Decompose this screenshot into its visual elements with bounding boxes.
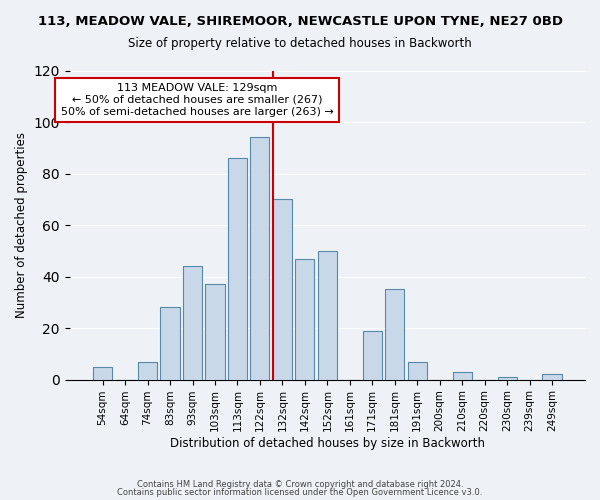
Text: Contains HM Land Registry data © Crown copyright and database right 2024.: Contains HM Land Registry data © Crown c… — [137, 480, 463, 489]
Text: 113 MEADOW VALE: 129sqm
← 50% of detached houses are smaller (267)
50% of semi-d: 113 MEADOW VALE: 129sqm ← 50% of detache… — [61, 84, 334, 116]
Bar — [273, 200, 292, 380]
Bar — [407, 362, 427, 380]
Bar — [138, 362, 157, 380]
Bar — [295, 258, 314, 380]
Bar — [497, 377, 517, 380]
Y-axis label: Number of detached properties: Number of detached properties — [15, 132, 28, 318]
Bar — [160, 308, 179, 380]
Text: Size of property relative to detached houses in Backworth: Size of property relative to detached ho… — [128, 38, 472, 51]
Bar — [183, 266, 202, 380]
Bar — [542, 374, 562, 380]
Bar — [93, 366, 112, 380]
Text: 113, MEADOW VALE, SHIREMOOR, NEWCASTLE UPON TYNE, NE27 0BD: 113, MEADOW VALE, SHIREMOOR, NEWCASTLE U… — [37, 15, 563, 28]
Bar — [318, 251, 337, 380]
X-axis label: Distribution of detached houses by size in Backworth: Distribution of detached houses by size … — [170, 437, 485, 450]
Text: Contains public sector information licensed under the Open Government Licence v3: Contains public sector information licen… — [118, 488, 482, 497]
Bar — [452, 372, 472, 380]
Bar — [205, 284, 224, 380]
Bar — [363, 330, 382, 380]
Bar — [385, 290, 404, 380]
Bar — [228, 158, 247, 380]
Bar — [250, 138, 269, 380]
